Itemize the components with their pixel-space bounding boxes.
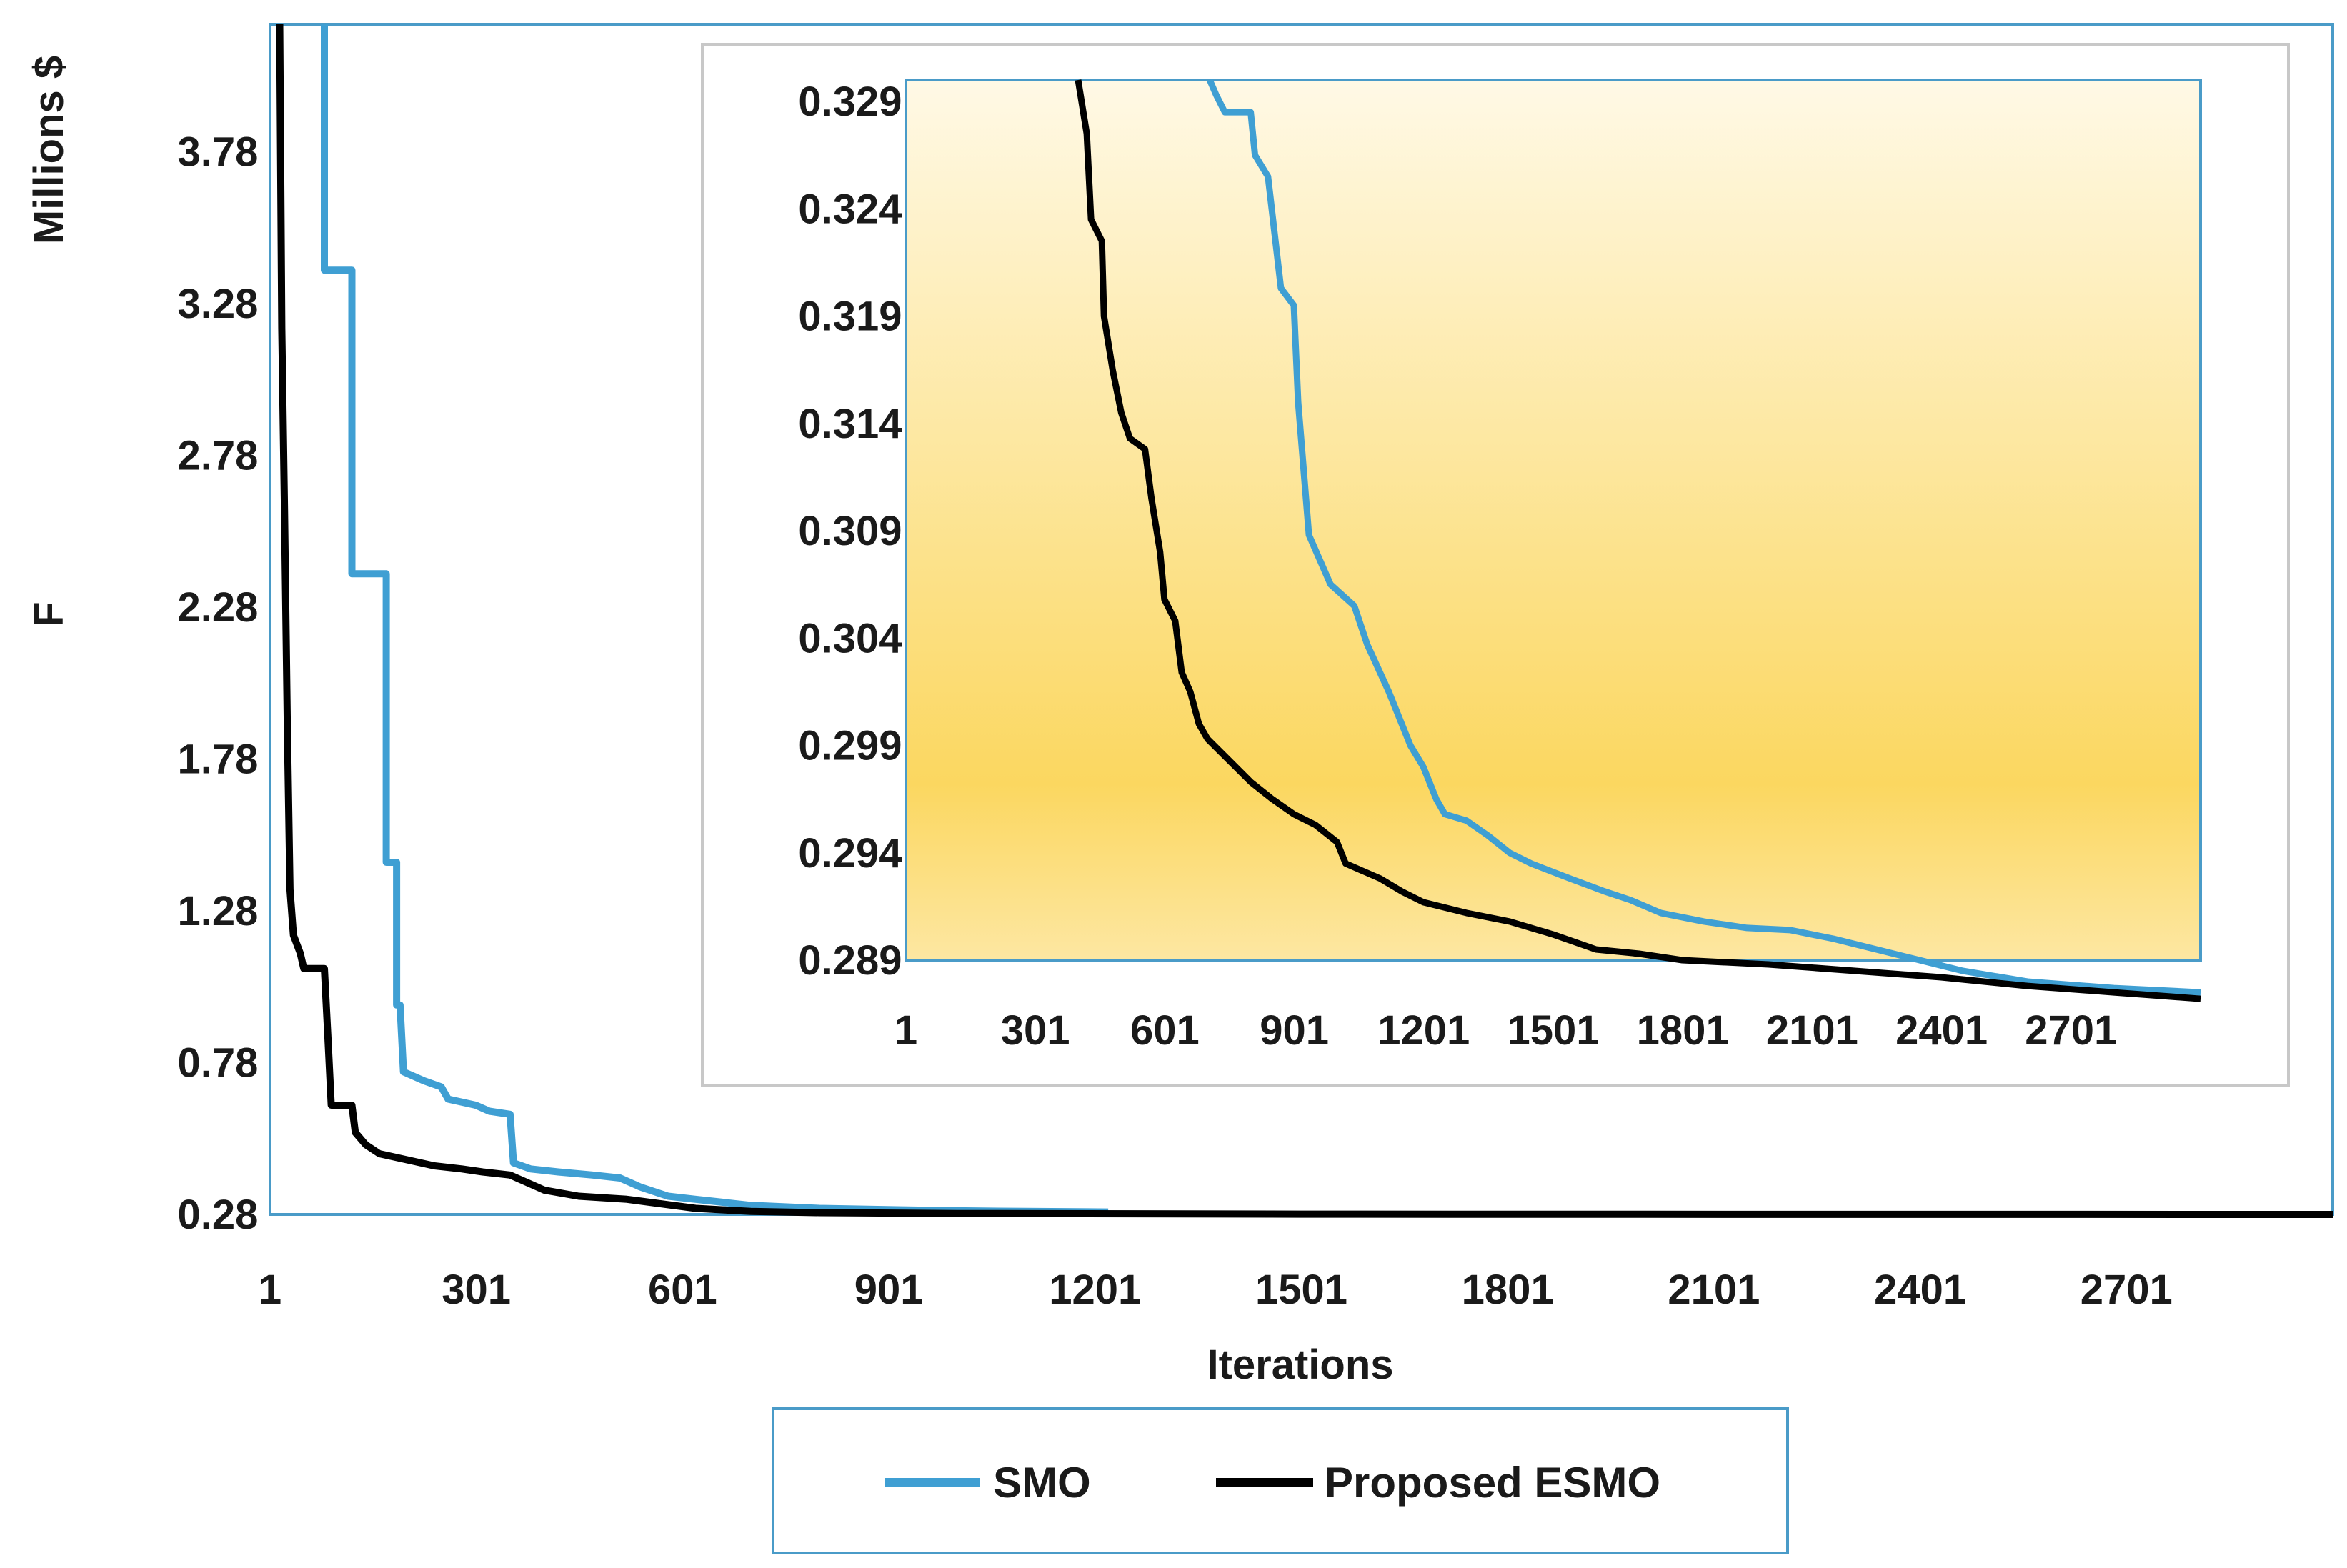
legend: SMO Proposed ESMO <box>772 1407 1789 1554</box>
inset-x-tick-label: 2101 <box>1766 1007 1858 1054</box>
main-y-tick-label: 1.78 <box>178 736 259 783</box>
main-y-tick-label: 2.78 <box>178 433 259 479</box>
inset-series-smo-line <box>1207 79 2201 996</box>
inset-y-tick-label: 0.289 <box>798 937 902 984</box>
main-y-tick-label: 3.78 <box>178 129 259 176</box>
inset-y-tick-label: 0.294 <box>798 830 902 877</box>
inset-x-tick-label: 1501 <box>1507 1007 1599 1054</box>
y-axis-title: F <box>26 601 72 626</box>
inset-series-group <box>1075 79 2201 1002</box>
main-x-tick-label: 1201 <box>1049 1267 1141 1313</box>
inset-y-tick-label: 0.309 <box>798 508 902 554</box>
main-y-tick-label: 0.28 <box>178 1192 259 1238</box>
main-x-tick-label: 601 <box>648 1267 717 1313</box>
main-series-smo-line <box>321 24 1109 1216</box>
inset-y-tick-label: 0.324 <box>798 186 902 232</box>
inset-y-tick-label: 0.329 <box>798 79 902 125</box>
inset-x-tick-label: 901 <box>1260 1007 1329 1054</box>
main-x-tick-label: 901 <box>854 1267 924 1313</box>
inset-y-tick-label: 0.304 <box>798 615 902 661</box>
inset-series-proposed-esmo-line <box>1075 79 2201 1002</box>
x-axis-title: Iterations <box>1207 1342 1393 1388</box>
main-y-tick-label: 1.28 <box>178 888 259 934</box>
main-x-tick-label: 2401 <box>1874 1267 1966 1313</box>
inset-y-tick-label: 0.299 <box>798 723 902 769</box>
main-series-proposed-esmo-line <box>276 24 2333 1218</box>
inset-axes: 1 301 601 901 1201 1501 1801 2101 2401 2701 0.289 0… <box>798 79 2117 1054</box>
main-x-tick-label: 301 <box>442 1267 511 1313</box>
inset-x-tick-label: 301 <box>1001 1007 1070 1054</box>
inset-y-tick-label: 0.319 <box>798 294 902 340</box>
inset-x-tick-label: 1801 <box>1637 1007 1729 1054</box>
main-y-tick-label: 0.78 <box>178 1040 259 1087</box>
inset-plot-area <box>905 79 2202 962</box>
legend-smo-label: SMO <box>993 1459 1091 1507</box>
main-axes: 1 301 601 901 1201 1501 1801 2101 2401 2701 0.28 0.… <box>178 129 2173 1314</box>
main-x-tick-label: 1501 <box>1255 1267 1347 1313</box>
legend-esmo-label: Proposed ESMO <box>1325 1459 1660 1507</box>
y-axis-unit-label: Millions $ <box>26 56 72 244</box>
inset-x-tick-label: 1 <box>895 1007 917 1054</box>
inset-x-tick-label: 2401 <box>1895 1007 1988 1054</box>
main-series-group <box>276 24 2333 1218</box>
main-x-tick-label: 1 <box>259 1267 281 1313</box>
main-x-tick-label: 1801 <box>1462 1267 1554 1313</box>
inset-x-tick-label: 2701 <box>2025 1007 2117 1054</box>
main-x-tick-label: 2101 <box>1668 1267 1760 1313</box>
inset-y-tick-label: 0.314 <box>798 401 902 447</box>
main-y-tick-label: 3.28 <box>178 281 259 327</box>
main-y-tick-label: 2.28 <box>178 584 259 631</box>
inset-x-tick-label: 1201 <box>1377 1007 1470 1054</box>
main-x-tick-label: 2701 <box>2081 1267 2173 1313</box>
inset-x-tick-label: 601 <box>1130 1007 1200 1054</box>
